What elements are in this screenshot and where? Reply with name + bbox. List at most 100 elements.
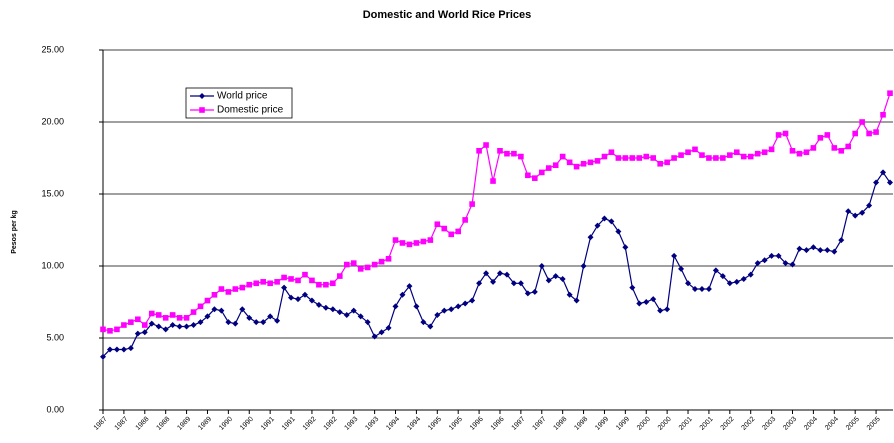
data-point — [204, 313, 211, 320]
x-tick-label: 1998 — [552, 416, 568, 432]
data-point — [692, 146, 698, 153]
data-point — [831, 248, 838, 255]
data-point — [483, 142, 489, 148]
data-point — [350, 260, 357, 266]
data-point — [162, 326, 169, 333]
data-point — [664, 159, 670, 166]
data-point — [169, 312, 176, 318]
data-point — [239, 306, 246, 313]
data-point — [441, 307, 448, 314]
data-point — [427, 237, 434, 243]
data-point — [608, 218, 615, 225]
data-point — [587, 159, 594, 166]
data-point — [308, 297, 315, 304]
data-point — [657, 160, 663, 167]
data-point — [120, 346, 127, 353]
data-point — [155, 312, 162, 318]
data-point — [260, 279, 266, 285]
data-point — [775, 252, 782, 259]
data-point — [385, 256, 392, 262]
data-point — [873, 129, 879, 135]
data-point — [148, 320, 155, 327]
data-point — [587, 234, 594, 241]
data-point — [141, 329, 148, 336]
data-point — [448, 231, 455, 238]
data-point — [350, 307, 357, 314]
data-point — [496, 270, 503, 277]
data-point — [719, 273, 726, 280]
data-point — [726, 280, 733, 287]
data-point — [315, 301, 322, 308]
data-point — [336, 309, 343, 316]
x-tick-label: 1996 — [490, 416, 506, 432]
legend-label: World price — [217, 91, 268, 102]
data-point — [100, 326, 106, 333]
data-point — [281, 284, 288, 291]
x-tick-label: 2005 — [866, 416, 882, 432]
y-tick-label: 20.00 — [41, 116, 64, 126]
data-point — [302, 271, 308, 278]
data-point — [420, 238, 427, 245]
data-point — [378, 258, 385, 265]
data-point — [106, 346, 113, 353]
x-tick-label: 1994 — [385, 416, 401, 432]
x-tick-label: 1992 — [323, 416, 339, 432]
data-point — [887, 90, 893, 96]
data-point — [845, 143, 852, 150]
data-point — [705, 286, 712, 293]
data-point — [267, 280, 273, 287]
x-tick-label: 2005 — [845, 416, 861, 432]
x-tick-label: 1999 — [594, 416, 610, 432]
y-tick-label: 10.00 — [41, 260, 64, 270]
x-tick-label: 2001 — [699, 416, 715, 432]
data-point — [775, 132, 782, 138]
data-point — [135, 316, 141, 323]
data-point — [378, 329, 385, 336]
data-point — [329, 306, 336, 313]
x-tick-label: 1995 — [448, 416, 464, 432]
x-tick-label: 1993 — [364, 416, 380, 432]
data-point — [810, 145, 817, 151]
x-tick-label: 2001 — [678, 416, 694, 432]
x-tick-label: 2003 — [761, 416, 777, 432]
data-point — [246, 281, 253, 288]
data-point — [190, 309, 197, 315]
data-point — [462, 300, 469, 307]
series-markers — [100, 90, 893, 334]
data-point — [824, 247, 831, 254]
data-point — [510, 280, 517, 287]
data-point — [476, 148, 482, 154]
data-point — [713, 155, 719, 161]
data-point — [615, 228, 622, 235]
data-point — [880, 112, 886, 118]
data-point — [503, 271, 510, 278]
data-point — [413, 303, 420, 310]
data-point — [427, 323, 434, 330]
x-tick-label: 2000 — [657, 416, 673, 432]
data-point — [524, 290, 531, 297]
data-point — [531, 288, 538, 295]
data-point — [594, 222, 601, 229]
data-point — [239, 284, 246, 291]
data-point — [364, 264, 371, 271]
data-point — [754, 150, 761, 157]
series-line — [102, 171, 891, 358]
data-point — [490, 178, 496, 184]
y-tick-label: 25.00 — [41, 44, 64, 54]
data-point — [657, 307, 664, 314]
data-point — [455, 228, 461, 235]
x-tick-label: 1989 — [176, 416, 192, 432]
data-point — [733, 149, 740, 156]
x-tick-label: 1991 — [260, 416, 276, 432]
data-point — [371, 261, 378, 268]
data-point — [747, 153, 754, 160]
data-point — [322, 304, 329, 311]
y-tick-label: 15.00 — [41, 188, 64, 198]
data-point — [260, 319, 267, 326]
data-point — [281, 274, 287, 281]
data-point — [169, 322, 176, 329]
data-point — [532, 175, 538, 181]
data-point — [740, 275, 747, 282]
data-point — [134, 330, 141, 337]
data-point — [768, 252, 775, 259]
